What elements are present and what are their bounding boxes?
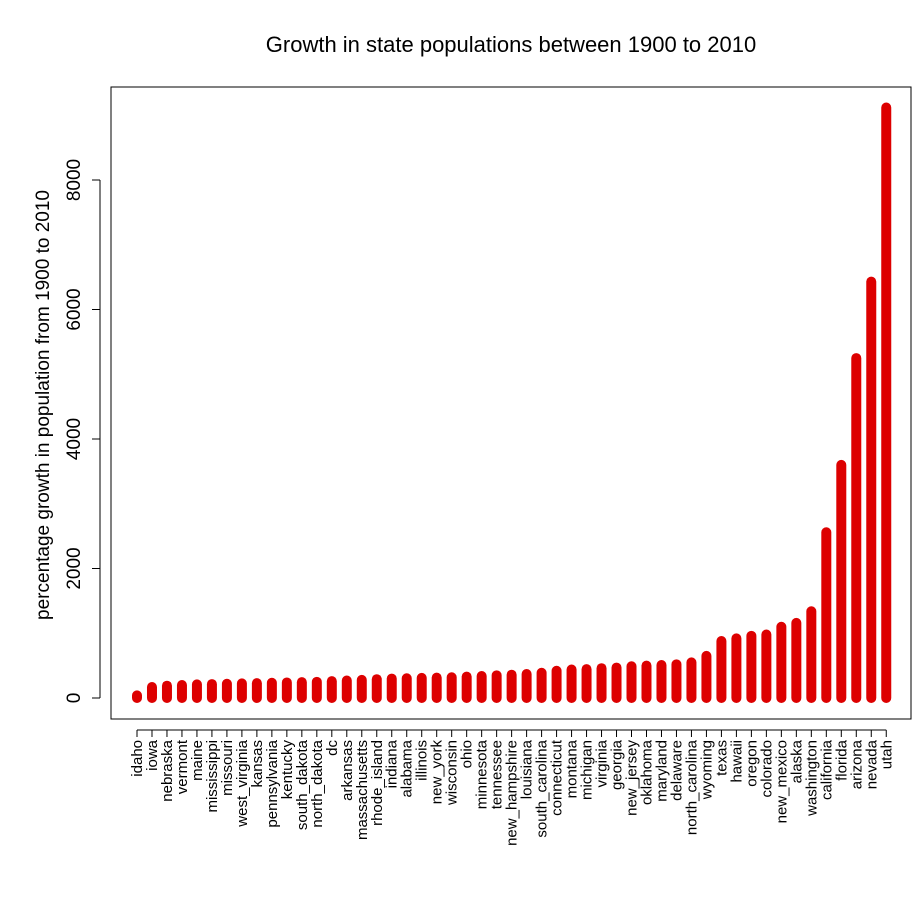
x-tick-label: new_hampshire: [504, 740, 521, 846]
x-tick-label: indiana: [384, 739, 401, 788]
x-tick-label: wyoming: [698, 740, 715, 800]
bars: [132, 102, 892, 703]
plot-area-frame: [110, 86, 912, 720]
x-tick-label: south_dakota: [294, 739, 311, 830]
x-tick-label: maryland: [653, 740, 670, 802]
x-tick-label: hawaii: [728, 740, 745, 783]
x-tick-label: arkansas: [339, 740, 356, 801]
x-axis: idahoiowanebraskavermontmainemississippi…: [129, 729, 895, 846]
x-tick-label: utah: [878, 740, 895, 769]
x-tick-label: minnesota: [474, 739, 491, 809]
x-tick-label: michigan: [579, 740, 596, 800]
x-tick-label: kansas: [249, 740, 266, 788]
x-tick-label: new_york: [429, 740, 446, 805]
x-tick-label: colorado: [758, 740, 775, 798]
x-tick-label: louisiana: [519, 739, 536, 799]
x-tick-label: delaware: [668, 740, 685, 801]
y-axis-label: percentage growth in population from 190…: [33, 190, 54, 620]
x-tick-label: montana: [564, 739, 581, 798]
x-tick-label: pennsylvania: [264, 739, 281, 827]
y-axis: 0 2000 4000 6000 8000: [64, 159, 101, 704]
x-tick-label: wisconsin: [444, 740, 461, 806]
x-tick-label: alaska: [788, 739, 805, 783]
x-tick-label: new_mexico: [773, 740, 790, 823]
x-tick-label: kentucky: [279, 740, 296, 800]
x-tick-label: idaho: [129, 740, 146, 777]
x-tick-label: california: [818, 739, 835, 800]
x-tick-label: nevada: [863, 739, 880, 789]
x-tick-label: maine: [189, 740, 206, 781]
x-tick-label: connecticut: [549, 739, 566, 816]
x-tick-label: arizona: [848, 739, 865, 789]
x-tick-label: georgia: [609, 739, 626, 790]
y-tick-label: 4000: [64, 418, 85, 460]
x-tick-label: virginia: [594, 739, 611, 787]
x-tick-label: dc: [324, 740, 341, 756]
x-tick-label: illinois: [414, 740, 431, 781]
x-tick-label: oklahoma: [638, 739, 655, 805]
x-tick-label: rhode_island: [369, 740, 386, 826]
y-tick-label: 6000: [64, 288, 85, 330]
x-tick-label: north_dakota: [309, 739, 326, 827]
x-tick-label: washington: [803, 740, 820, 817]
x-tick-label: florida: [833, 739, 850, 781]
x-tick-label: ohio: [459, 740, 476, 768]
y-tick-label: 8000: [64, 159, 85, 201]
x-tick-label: tennessee: [489, 740, 506, 809]
x-tick-label: new_jersey: [624, 740, 641, 816]
x-tick-label: west_virginia: [234, 739, 251, 827]
x-tick-label: texas: [713, 740, 730, 776]
x-tick-label: oregon: [743, 740, 760, 787]
x-tick-label: massachusetts: [354, 740, 371, 840]
x-tick-label: missouri: [219, 740, 236, 796]
y-tick-label: 0: [64, 693, 85, 704]
x-tick-label: iowa: [144, 739, 161, 771]
x-tick-label: vermont: [174, 739, 191, 794]
x-tick-label: alabama: [399, 739, 416, 797]
chart-title: Growth in state populations between 1900…: [266, 32, 756, 57]
x-tick-label: south_carolina: [534, 739, 551, 837]
x-tick-label: mississippi: [204, 740, 221, 813]
y-tick-label: 2000: [64, 547, 85, 589]
x-tick-label: north_carolina: [683, 739, 700, 835]
x-tick-label: nebraska: [159, 739, 176, 801]
